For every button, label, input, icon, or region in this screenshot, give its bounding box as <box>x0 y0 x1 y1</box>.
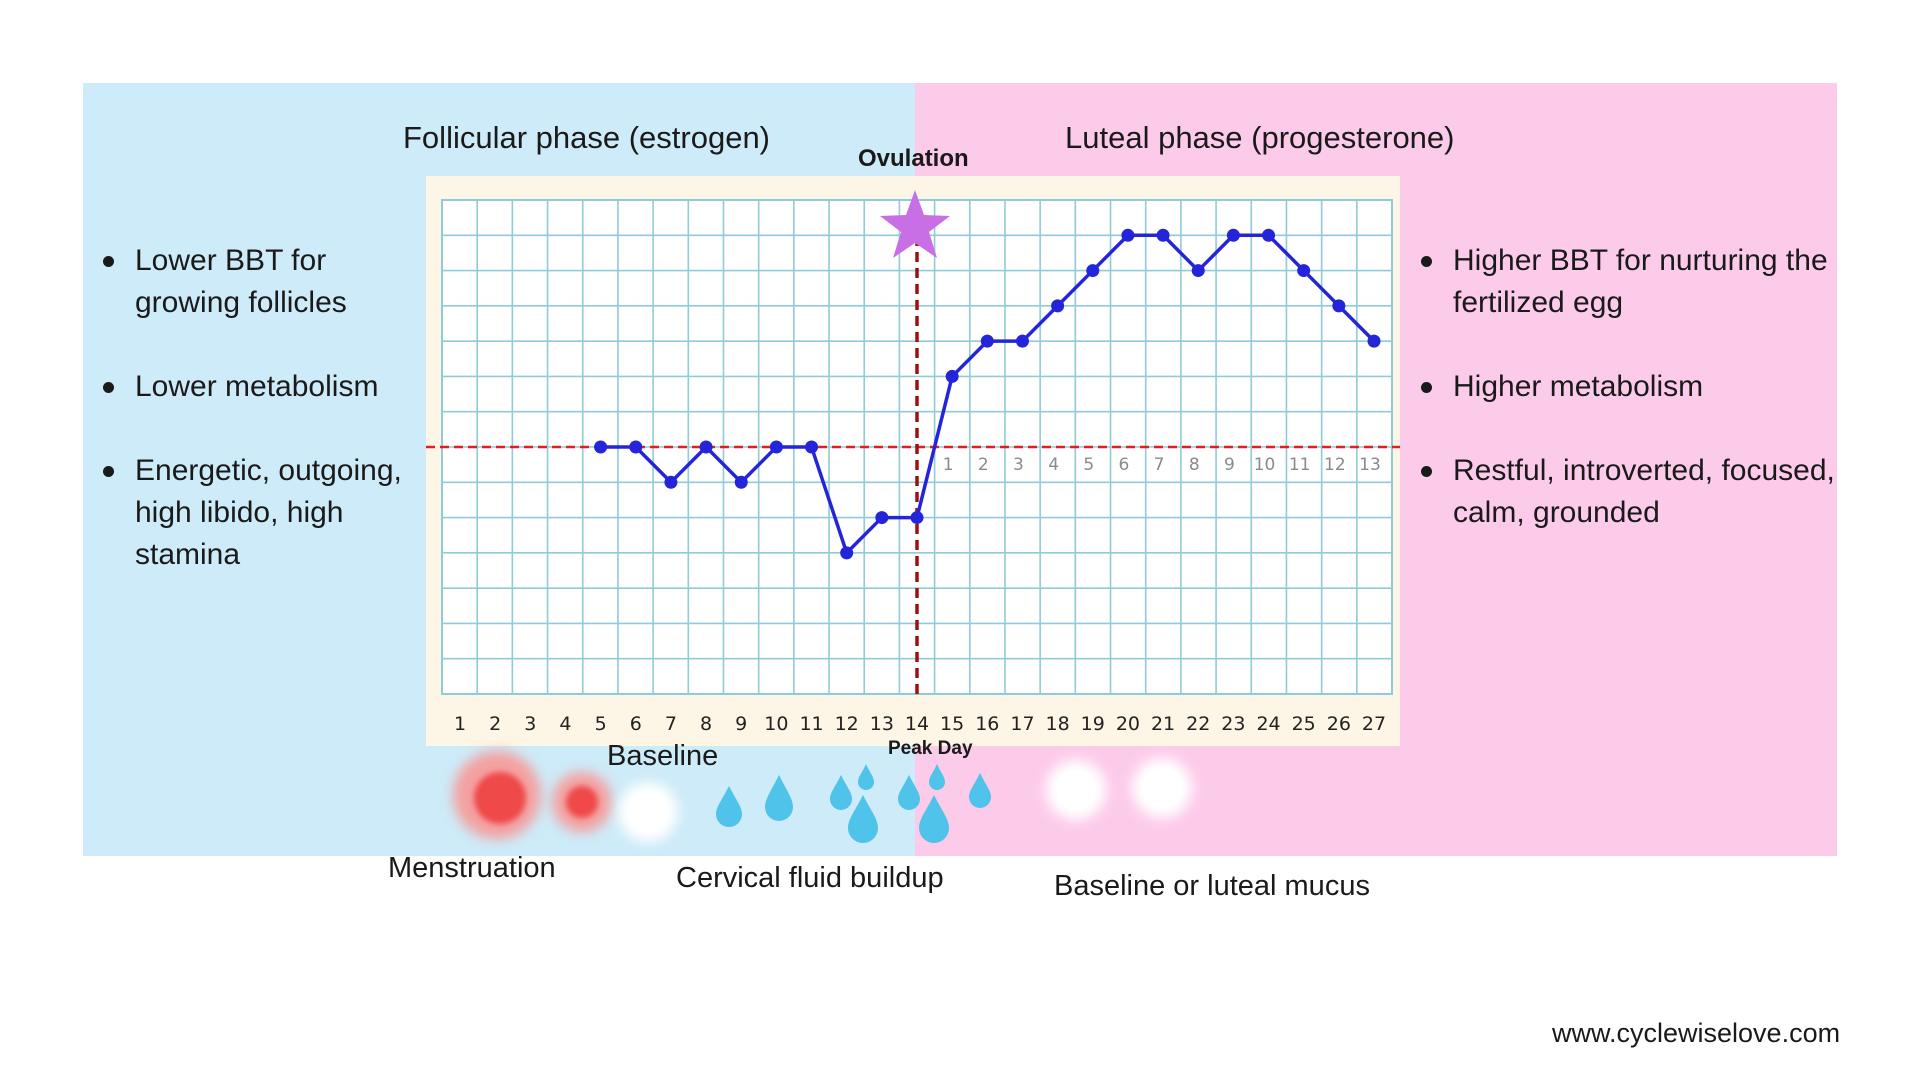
x-tick-label: 12 <box>835 713 859 735</box>
bbt-point <box>1367 334 1381 348</box>
bbt-point <box>1191 264 1205 278</box>
x-tick-label: 20 <box>1116 713 1140 735</box>
x-tick-label: 19 <box>1081 713 1105 735</box>
luteal-trait-metabolism: Higher metabolism <box>1421 366 1841 408</box>
x-tick-label: 2 <box>489 713 501 735</box>
bbt-point <box>875 511 889 525</box>
follicular-traits-list: Lower BBT for growing follicles Lower me… <box>103 240 433 618</box>
website-url: www.cyclewiselove.com <box>1552 1018 1841 1048</box>
follicular-trait-mood: Energetic, outgoing, high libido, high s… <box>103 450 433 576</box>
x-tick-label: 11 <box>799 713 823 735</box>
bbt-chart-svg: 1 2 3 4 5 6 7 8 9 10 11 12 13 14 15 16 17 18 19 20 21 22 23 24 2… <box>426 199 1400 735</box>
bbt-series <box>594 228 1381 560</box>
x-tick-label: 23 <box>1221 713 1245 735</box>
bbt-point <box>1262 228 1276 242</box>
follicular-trait-bbt: Lower BBT for growing follicles <box>103 240 433 324</box>
bbt-point <box>769 440 783 454</box>
luteal-day-label: 4 <box>1048 455 1059 475</box>
x-tick-label: 21 <box>1151 713 1175 735</box>
x-tick-label: 27 <box>1362 713 1386 735</box>
baseline-caption: Baseline <box>607 740 719 772</box>
bbt-point <box>734 475 748 489</box>
x-tick-label: 15 <box>940 713 964 735</box>
bbt-point <box>1297 264 1311 278</box>
x-tick-label: 7 <box>665 713 677 735</box>
ovulation-label: Ovulation <box>858 145 969 172</box>
x-tick-label: 25 <box>1292 713 1316 735</box>
luteal-day-label: 11 <box>1289 455 1311 475</box>
bbt-point <box>594 440 608 454</box>
luteal-day-label: 1 <box>943 455 954 475</box>
x-tick-label: 24 <box>1256 713 1280 735</box>
bbt-chart: 1 2 3 4 5 6 7 8 9 10 11 12 13 14 15 16 17 18 19 20 21 22 23 24 2… <box>426 176 1400 746</box>
bbt-point <box>1051 299 1065 313</box>
x-tick-label: 5 <box>595 713 607 735</box>
x-tick-label: 17 <box>1010 713 1034 735</box>
bbt-point <box>805 440 819 454</box>
luteal-day-ticks: 1 2 3 4 5 6 7 8 9 10 11 12 13 <box>943 455 1381 475</box>
luteal-day-label: 7 <box>1154 455 1165 475</box>
luteal-mucus-caption: Baseline or luteal mucus <box>1054 870 1370 902</box>
luteal-trait-mood: Restful, introverted, focused, calm, gro… <box>1421 450 1841 534</box>
bbt-point <box>1156 228 1170 242</box>
luteal-day-label: 13 <box>1359 455 1381 475</box>
x-tick-label: 9 <box>735 713 747 735</box>
bbt-point <box>629 440 643 454</box>
x-tick-label: 4 <box>559 713 571 735</box>
luteal-day-label: 8 <box>1189 455 1200 475</box>
x-tick-label: 18 <box>1046 713 1070 735</box>
x-tick-label: 22 <box>1186 713 1210 735</box>
bbt-point <box>1332 299 1346 313</box>
x-tick-label: 13 <box>870 713 894 735</box>
x-tick-label: 8 <box>700 713 712 735</box>
x-tick-label: 26 <box>1327 713 1351 735</box>
luteal-day-label: 5 <box>1083 455 1094 475</box>
bbt-point <box>910 511 924 525</box>
bbt-point <box>980 334 994 348</box>
bbt-point <box>1015 334 1029 348</box>
bbt-point <box>699 440 713 454</box>
luteal-day-label: 2 <box>978 455 989 475</box>
bbt-point <box>664 475 678 489</box>
cervical-fluid-caption: Cervical fluid buildup <box>676 862 944 894</box>
luteal-day-label: 9 <box>1224 455 1235 475</box>
follicular-trait-metabolism: Lower metabolism <box>103 366 433 408</box>
luteal-day-label: 10 <box>1254 455 1276 475</box>
x-tick-label: 16 <box>975 713 999 735</box>
bbt-point <box>840 546 854 560</box>
bbt-point <box>945 369 959 383</box>
bbt-point <box>1086 264 1100 278</box>
luteal-traits-list: Higher BBT for nurturing the fertilized … <box>1421 240 1841 576</box>
x-tick-label: 6 <box>630 713 642 735</box>
bbt-point <box>1121 228 1135 242</box>
menstruation-caption: Menstruation <box>388 852 556 884</box>
bbt-point <box>1226 228 1240 242</box>
luteal-day-label: 3 <box>1013 455 1024 475</box>
x-tick-label: 14 <box>905 713 929 735</box>
luteal-day-label: 6 <box>1119 455 1130 475</box>
x-axis-ticks: 1 2 3 4 5 6 7 8 9 10 11 12 13 14 15 16 17 18 19 20 21 22 23 24 2… <box>454 713 1386 735</box>
luteal-day-label: 12 <box>1324 455 1346 475</box>
follicular-phase-title: Follicular phase (estrogen) <box>403 120 771 155</box>
x-tick-label: 1 <box>454 713 466 735</box>
luteal-trait-bbt: Higher BBT for nurturing the fertilized … <box>1421 240 1841 324</box>
peak-day-label: Peak Day <box>888 738 973 759</box>
x-tick-label: 3 <box>524 713 536 735</box>
x-tick-label: 10 <box>764 713 788 735</box>
luteal-phase-title: Luteal phase (progesterone) <box>1065 120 1455 155</box>
